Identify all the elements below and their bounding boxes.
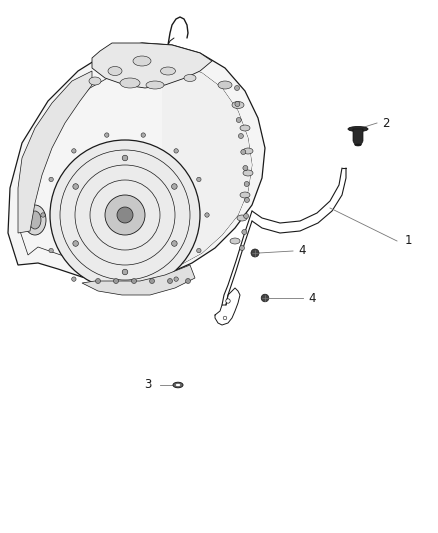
- Circle shape: [72, 277, 76, 281]
- Circle shape: [105, 133, 109, 138]
- Circle shape: [50, 140, 200, 290]
- Ellipse shape: [108, 67, 122, 76]
- Ellipse shape: [240, 192, 250, 198]
- Circle shape: [95, 279, 100, 284]
- Circle shape: [73, 184, 78, 189]
- Ellipse shape: [120, 78, 140, 88]
- Ellipse shape: [243, 148, 253, 154]
- Polygon shape: [92, 43, 212, 88]
- Polygon shape: [162, 65, 252, 265]
- Circle shape: [223, 316, 227, 320]
- Ellipse shape: [240, 125, 250, 131]
- Circle shape: [174, 277, 178, 281]
- Circle shape: [244, 198, 250, 203]
- Circle shape: [186, 279, 191, 284]
- Ellipse shape: [184, 75, 196, 82]
- Ellipse shape: [230, 238, 240, 244]
- Circle shape: [172, 241, 177, 246]
- Ellipse shape: [173, 382, 183, 387]
- Polygon shape: [18, 71, 92, 233]
- Text: 4: 4: [308, 292, 315, 304]
- Polygon shape: [353, 129, 363, 145]
- Circle shape: [49, 177, 53, 182]
- Circle shape: [197, 248, 201, 253]
- Ellipse shape: [218, 81, 232, 89]
- Circle shape: [236, 117, 241, 123]
- Ellipse shape: [232, 101, 244, 109]
- Circle shape: [197, 177, 201, 182]
- Ellipse shape: [355, 144, 361, 146]
- Ellipse shape: [89, 77, 101, 85]
- Ellipse shape: [348, 126, 368, 132]
- Ellipse shape: [175, 384, 181, 386]
- Circle shape: [122, 155, 128, 161]
- Circle shape: [113, 279, 119, 284]
- Circle shape: [234, 85, 240, 91]
- Circle shape: [172, 184, 177, 189]
- Circle shape: [105, 195, 145, 235]
- Circle shape: [167, 279, 173, 284]
- Circle shape: [261, 294, 269, 302]
- Text: 3: 3: [145, 378, 152, 392]
- Circle shape: [235, 101, 240, 107]
- Ellipse shape: [133, 56, 151, 66]
- Circle shape: [240, 246, 244, 251]
- Ellipse shape: [29, 211, 41, 229]
- Polygon shape: [82, 265, 195, 295]
- Circle shape: [238, 133, 244, 139]
- Ellipse shape: [146, 81, 164, 89]
- Circle shape: [122, 269, 128, 275]
- Circle shape: [72, 149, 76, 153]
- Circle shape: [41, 213, 45, 217]
- Ellipse shape: [24, 205, 46, 235]
- Circle shape: [244, 214, 249, 219]
- Circle shape: [251, 249, 259, 257]
- Circle shape: [242, 230, 247, 235]
- Circle shape: [117, 207, 133, 223]
- Ellipse shape: [160, 67, 176, 75]
- Circle shape: [205, 213, 209, 217]
- Circle shape: [174, 149, 178, 153]
- Circle shape: [141, 133, 145, 138]
- Polygon shape: [8, 43, 265, 281]
- Circle shape: [131, 279, 137, 284]
- Circle shape: [73, 241, 78, 246]
- Circle shape: [241, 149, 246, 155]
- Circle shape: [243, 166, 248, 171]
- Text: 1: 1: [405, 235, 413, 247]
- Circle shape: [244, 182, 249, 187]
- Text: 4: 4: [298, 245, 305, 257]
- Ellipse shape: [243, 170, 253, 176]
- Ellipse shape: [237, 215, 247, 221]
- Circle shape: [149, 279, 155, 284]
- Circle shape: [49, 248, 53, 253]
- Text: 2: 2: [382, 117, 389, 130]
- Circle shape: [226, 299, 230, 303]
